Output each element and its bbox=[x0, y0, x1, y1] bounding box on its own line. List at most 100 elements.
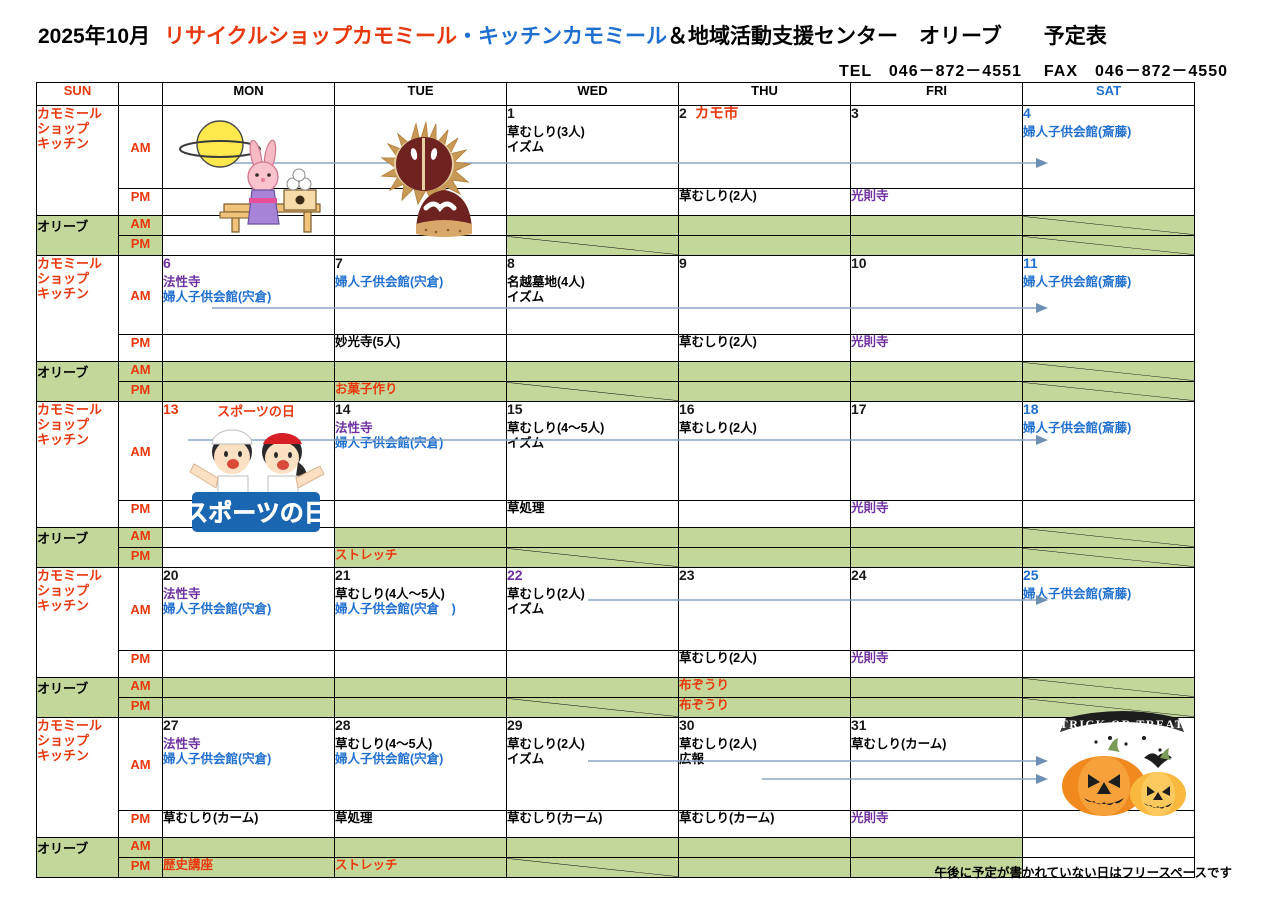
day-cell-pm-fri[interactable]: 光則寺 bbox=[850, 334, 1023, 362]
day-cell-am-wed[interactable]: 1 草むしり(3人) イズム bbox=[506, 105, 679, 189]
day-cell-am-fri[interactable]: 17 bbox=[850, 401, 1023, 501]
olive-cell-pm-fri[interactable] bbox=[850, 381, 1023, 402]
olive-cell-am-thu[interactable] bbox=[678, 361, 851, 382]
olive-cell-pm-fri[interactable] bbox=[850, 235, 1023, 256]
olive-cell-pm-thu[interactable] bbox=[678, 235, 851, 256]
day-cell-pm-wed[interactable]: 草処理 bbox=[506, 500, 679, 528]
day-cell-am-thu[interactable]: 30 草むしり(2人) 広報 bbox=[678, 717, 851, 811]
olive-cell-pm-mon[interactable] bbox=[162, 697, 335, 718]
day-cell-am-sat[interactable]: 25 婦人子供会館(斎藤) bbox=[1022, 567, 1195, 651]
day-cell-am-fri[interactable]: 24 bbox=[850, 567, 1023, 651]
olive-cell-am-sat[interactable] bbox=[1022, 361, 1195, 382]
olive-cell-pm-mon[interactable] bbox=[162, 235, 335, 256]
olive-cell-pm-mon[interactable] bbox=[162, 381, 335, 402]
day-cell-am-mon[interactable]: 27 法性寺 婦人子供会館(宍倉) bbox=[162, 717, 335, 811]
olive-cell-pm-sat[interactable] bbox=[1022, 697, 1195, 718]
day-cell-am-thu[interactable]: 23 bbox=[678, 567, 851, 651]
day-cell-am-fri[interactable]: 31 草むしり(カーム) bbox=[850, 717, 1023, 811]
olive-cell-am-thu[interactable]: 布ぞうり bbox=[678, 677, 851, 698]
olive-cell-pm-sat[interactable] bbox=[1022, 381, 1195, 402]
olive-cell-am-thu[interactable] bbox=[678, 215, 851, 236]
day-cell-am-fri[interactable]: 3 bbox=[850, 105, 1023, 189]
day-cell-pm-tue[interactable]: 妙光寺(5人) bbox=[334, 334, 507, 362]
olive-cell-pm-thu[interactable] bbox=[678, 857, 851, 878]
olive-cell-pm-wed[interactable] bbox=[506, 697, 679, 718]
olive-cell-am-wed[interactable] bbox=[506, 215, 679, 236]
day-cell-am-wed[interactable]: 22 草むしり(2人) イズム bbox=[506, 567, 679, 651]
day-cell-pm-wed[interactable] bbox=[506, 188, 679, 216]
olive-cell-pm-fri[interactable] bbox=[850, 857, 1023, 878]
olive-cell-am-tue[interactable] bbox=[334, 837, 507, 858]
olive-cell-pm-mon[interactable] bbox=[162, 547, 335, 568]
day-cell-pm-wed[interactable]: 草むしり(カーム) bbox=[506, 810, 679, 838]
day-cell-pm-tue[interactable]: 草処理 bbox=[334, 810, 507, 838]
day-cell-pm-fri[interactable]: 光則寺 bbox=[850, 650, 1023, 678]
olive-cell-am-wed[interactable] bbox=[506, 361, 679, 382]
olive-cell-pm-fri[interactable] bbox=[850, 547, 1023, 568]
day-cell-am-fri[interactable]: 10 bbox=[850, 255, 1023, 335]
olive-cell-pm-thu[interactable] bbox=[678, 547, 851, 568]
olive-cell-am-fri[interactable] bbox=[850, 361, 1023, 382]
olive-cell-am-tue[interactable] bbox=[334, 677, 507, 698]
day-cell-am-mon[interactable]: 6 法性寺 婦人子供会館(宍倉) bbox=[162, 255, 335, 335]
day-cell-pm-sat[interactable] bbox=[1022, 650, 1195, 678]
day-cell-am-tue[interactable]: 21 草むしり(4人～5人) 婦人子供会館(宍倉 ) bbox=[334, 567, 507, 651]
olive-cell-pm-wed[interactable] bbox=[506, 857, 679, 878]
day-cell-pm-thu[interactable]: 草むしり(2人) bbox=[678, 188, 851, 216]
day-cell-am-thu[interactable]: 16 草むしり(2人) bbox=[678, 401, 851, 501]
olive-cell-pm-wed[interactable] bbox=[506, 381, 679, 402]
olive-cell-am-thu[interactable] bbox=[678, 837, 851, 858]
olive-cell-pm-mon[interactable]: 歴史講座 bbox=[162, 857, 335, 878]
olive-cell-am-fri[interactable] bbox=[850, 527, 1023, 548]
day-cell-am-tue[interactable]: 7 婦人子供会館(宍倉) bbox=[334, 255, 507, 335]
olive-cell-am-wed[interactable] bbox=[506, 527, 679, 548]
olive-cell-pm-sat[interactable] bbox=[1022, 235, 1195, 256]
olive-cell-pm-fri[interactable] bbox=[850, 697, 1023, 718]
olive-cell-am-sat[interactable] bbox=[1022, 677, 1195, 698]
day-cell-pm-tue[interactable] bbox=[334, 650, 507, 678]
olive-cell-am-tue[interactable] bbox=[334, 361, 507, 382]
day-cell-pm-sat[interactable] bbox=[1022, 334, 1195, 362]
day-cell-am-tue[interactable]: 14 法性寺 婦人子供会館(宍倉) bbox=[334, 401, 507, 501]
day-cell-am-thu[interactable]: 2 カモ市 bbox=[678, 105, 851, 189]
olive-cell-am-sat[interactable] bbox=[1022, 527, 1195, 548]
olive-cell-pm-tue[interactable] bbox=[334, 235, 507, 256]
olive-cell-pm-tue[interactable]: ストレッチ bbox=[334, 857, 507, 878]
day-cell-am-wed[interactable]: 29 草むしり(2人) イズム bbox=[506, 717, 679, 811]
olive-cell-pm-thu[interactable] bbox=[678, 381, 851, 402]
olive-cell-pm-thu[interactable]: 布ぞうり bbox=[678, 697, 851, 718]
day-cell-pm-thu[interactable]: 草むしり(2人) bbox=[678, 650, 851, 678]
day-cell-pm-fri[interactable]: 光則寺 bbox=[850, 188, 1023, 216]
day-cell-pm-fri[interactable]: 光則寺 bbox=[850, 500, 1023, 528]
olive-cell-pm-tue[interactable]: お菓子作り bbox=[334, 381, 507, 402]
day-cell-am-sat[interactable]: 11 婦人子供会館(斎藤) bbox=[1022, 255, 1195, 335]
day-cell-pm-wed[interactable] bbox=[506, 650, 679, 678]
day-cell-am-thu[interactable]: 9 bbox=[678, 255, 851, 335]
olive-cell-pm-tue[interactable] bbox=[334, 697, 507, 718]
day-cell-am-tue[interactable]: 28 草むしり(4～5人) 婦人子供会館(宍倉) bbox=[334, 717, 507, 811]
olive-cell-pm-tue[interactable]: ストレッチ bbox=[334, 547, 507, 568]
day-cell-pm-thu[interactable]: 草むしり(2人) bbox=[678, 334, 851, 362]
olive-cell-am-fri[interactable] bbox=[850, 677, 1023, 698]
olive-cell-am-fri[interactable] bbox=[850, 837, 1023, 858]
day-cell-am-wed[interactable]: 8 名越墓地(4人) イズム bbox=[506, 255, 679, 335]
day-cell-am-mon[interactable]: 20 法性寺 婦人子供会館(宍倉) bbox=[162, 567, 335, 651]
day-cell-am-sat[interactable]: 4 婦人子供会館(斎藤) bbox=[1022, 105, 1195, 189]
olive-cell-am-thu[interactable] bbox=[678, 527, 851, 548]
olive-cell-am-wed[interactable] bbox=[506, 837, 679, 858]
day-cell-pm-mon[interactable] bbox=[162, 650, 335, 678]
day-cell-am-mon[interactable] bbox=[162, 105, 335, 189]
day-cell-pm-thu[interactable] bbox=[678, 500, 851, 528]
olive-cell-am-wed[interactable] bbox=[506, 677, 679, 698]
olive-cell-pm-sat[interactable] bbox=[1022, 547, 1195, 568]
day-cell-pm-wed[interactable] bbox=[506, 334, 679, 362]
olive-cell-am-mon[interactable] bbox=[162, 677, 335, 698]
olive-cell-pm-sat[interactable] bbox=[1022, 857, 1195, 878]
day-cell-pm-sat[interactable] bbox=[1022, 188, 1195, 216]
olive-cell-am-tue[interactable] bbox=[334, 527, 507, 548]
day-cell-am-sat[interactable]: 18 婦人子供会館(斎藤) bbox=[1022, 401, 1195, 501]
day-cell-pm-mon[interactable] bbox=[162, 334, 335, 362]
olive-cell-am-fri[interactable] bbox=[850, 215, 1023, 236]
olive-cell-am-sat[interactable] bbox=[1022, 215, 1195, 236]
day-cell-pm-tue[interactable] bbox=[334, 500, 507, 528]
